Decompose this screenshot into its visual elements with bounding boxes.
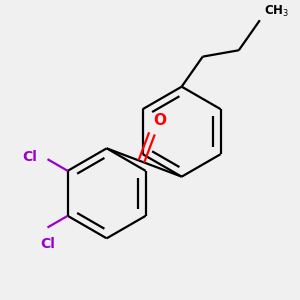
Text: O: O: [154, 113, 166, 128]
Text: CH$_3$: CH$_3$: [264, 4, 289, 20]
Text: Cl: Cl: [22, 151, 38, 164]
Text: Cl: Cl: [40, 238, 55, 251]
